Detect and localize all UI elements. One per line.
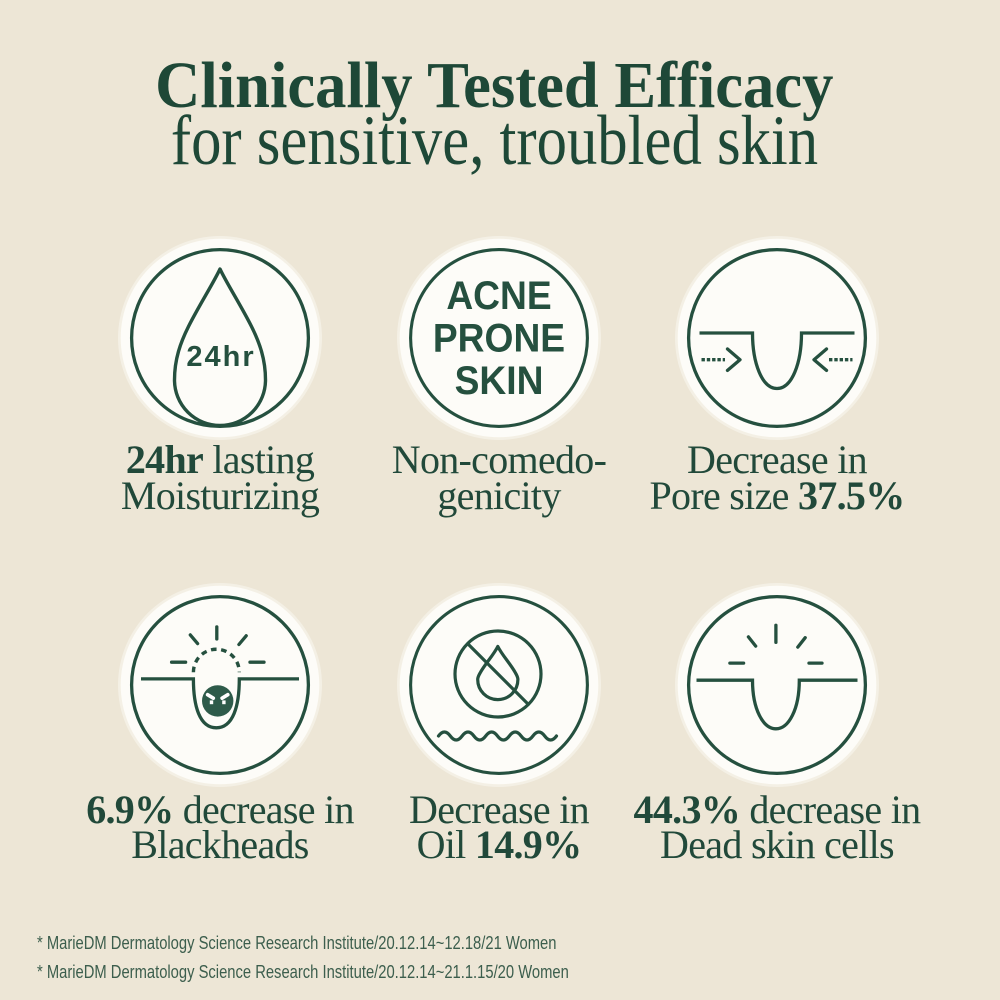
svg-text:ACNE: ACNE — [446, 274, 551, 319]
svg-text:SKIN: SKIN — [455, 359, 544, 404]
svg-text:24hr: 24hr — [186, 341, 255, 373]
svg-text:PRONE: PRONE — [433, 316, 565, 361]
